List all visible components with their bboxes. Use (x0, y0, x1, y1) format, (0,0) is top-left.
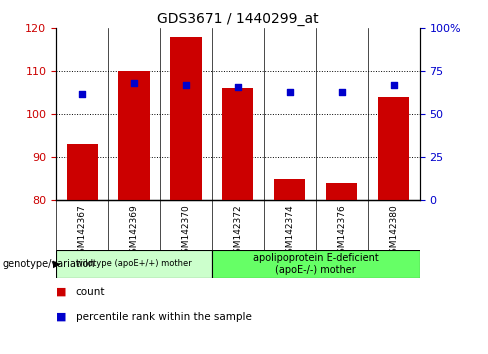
Text: GSM142380: GSM142380 (389, 204, 398, 259)
Point (286, 89, 294, 95)
Bar (66, 144, 98, 200)
Point (234, 84, 242, 90)
Point (182, 82, 190, 88)
Title: GDS3671 / 1440299_at: GDS3671 / 1440299_at (157, 12, 319, 26)
Point (130, 80, 138, 86)
Text: count: count (76, 287, 105, 297)
Text: genotype/variation: genotype/variation (2, 259, 95, 269)
Text: wildtype (apoE+/+) mother: wildtype (apoE+/+) mother (76, 259, 192, 268)
Text: GSM142367: GSM142367 (78, 204, 86, 259)
Text: GSM142370: GSM142370 (182, 204, 190, 259)
Bar (378, 97, 409, 200)
Text: GSM142369: GSM142369 (129, 204, 139, 259)
Bar (212, 250, 420, 278)
Bar (326, 183, 357, 200)
Bar (56, 250, 212, 278)
Text: GSM142372: GSM142372 (233, 204, 243, 259)
Point (78, 91, 86, 96)
Text: ■: ■ (56, 312, 67, 322)
Text: GSM142376: GSM142376 (337, 204, 346, 259)
Point (338, 89, 346, 95)
Point (390, 82, 398, 88)
Text: ■: ■ (56, 287, 67, 297)
Text: ▶: ▶ (53, 259, 60, 269)
Bar (170, 37, 202, 200)
Bar (119, 71, 150, 200)
Text: GSM142374: GSM142374 (285, 204, 294, 259)
Bar (274, 178, 305, 200)
Text: apolipoprotein E-deficient
(apoE-/-) mother: apolipoprotein E-deficient (apoE-/-) mot… (253, 253, 379, 275)
Bar (223, 88, 253, 200)
Text: percentile rank within the sample: percentile rank within the sample (76, 312, 251, 322)
